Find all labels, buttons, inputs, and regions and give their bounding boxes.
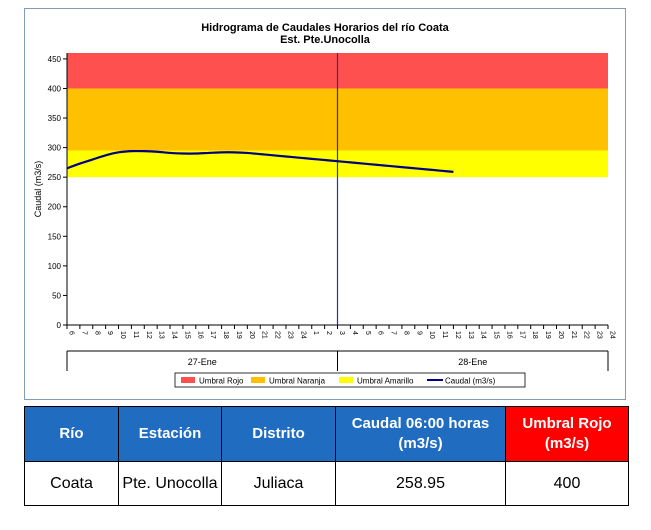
cell-rio: Coata xyxy=(24,461,119,506)
legend-swatch-umbral-rojo xyxy=(181,377,195,383)
x-tick-label: 17 xyxy=(518,331,525,339)
x-tick-label: 21 xyxy=(261,331,268,339)
legend-label-umbral-amarillo: Umbral Amarillo xyxy=(357,377,414,386)
y-tick-label: 0 xyxy=(57,321,62,330)
cell-caudal: 258.95 xyxy=(335,461,506,506)
chart-subtitle: Est. Pte.Unocolla xyxy=(280,34,371,46)
y-tick-label: 400 xyxy=(48,84,62,93)
legend-swatch-umbral-naranja xyxy=(251,377,265,383)
x-tick-label: 18 xyxy=(531,331,538,339)
day-label: 27-Ene xyxy=(188,357,217,367)
legend-label-umbral-rojo: Umbral Rojo xyxy=(199,377,244,386)
x-tick-label: 22 xyxy=(274,331,281,339)
cell-umbral-rojo: 400 xyxy=(505,461,629,506)
x-tick-label: 16 xyxy=(196,331,203,339)
chart-panel: Hidrograma de Caudales Horarios del río … xyxy=(24,8,626,400)
y-tick-label: 200 xyxy=(48,203,62,212)
x-tick-label: 23 xyxy=(286,331,293,339)
x-tick-label: 20 xyxy=(557,331,564,339)
header-umbral-rojo: Umbral Rojo (m3/s) xyxy=(505,406,629,462)
x-tick-label: 16 xyxy=(505,331,512,339)
x-tick-label: 15 xyxy=(183,331,190,339)
x-tick-label: 15 xyxy=(493,331,500,339)
y-tick-label: 350 xyxy=(48,114,62,123)
x-tick-label: 8 xyxy=(93,331,100,335)
x-tick-label: 20 xyxy=(248,331,255,339)
header-distrito: Distrito xyxy=(221,406,336,462)
x-tick-label: 13 xyxy=(158,331,165,339)
x-tick-label: 8 xyxy=(402,331,409,335)
x-tick-label: 7 xyxy=(80,331,87,335)
cell-estacion: Pte. Unocolla xyxy=(118,461,222,506)
x-tick-label: 22 xyxy=(583,331,590,339)
y-tick-label: 50 xyxy=(52,291,61,300)
header-rio: Río xyxy=(24,406,119,462)
x-tick-label: 9 xyxy=(415,331,422,335)
x-tick-label: 5 xyxy=(364,331,371,335)
x-tick-label: 24 xyxy=(299,331,306,339)
legend-label-caudal-m3-s: Caudal (m3/s) xyxy=(445,377,496,386)
x-tick-label: 19 xyxy=(544,331,551,339)
x-tick-label: 6 xyxy=(68,331,75,335)
y-axis-label: Caudal (m3/s) xyxy=(33,161,43,218)
header-caudal: Caudal 06:00 horas (m3/s) xyxy=(335,406,506,462)
y-tick-label: 300 xyxy=(48,144,62,153)
x-tick-label: 12 xyxy=(454,331,461,339)
header-estacion: Estación xyxy=(118,406,222,462)
chart-title: Hidrograma de Caudales Horarios del río … xyxy=(201,22,449,34)
x-tick-label: 23 xyxy=(596,331,603,339)
x-tick-label: 2 xyxy=(325,331,332,335)
x-tick-label: 24 xyxy=(609,331,616,339)
x-tick-label: 19 xyxy=(235,331,242,339)
x-tick-label: 7 xyxy=(390,331,397,335)
day-label: 28-Ene xyxy=(458,357,487,367)
x-tick-label: 1 xyxy=(312,331,319,335)
x-tick-label: 9 xyxy=(106,331,113,335)
table-row: Coata Pte. Unocolla Juliaca 258.95 400 xyxy=(24,461,629,506)
x-tick-label: 3 xyxy=(338,331,345,335)
x-tick-label: 13 xyxy=(467,331,474,339)
y-tick-label: 450 xyxy=(48,55,62,64)
y-tick-label: 150 xyxy=(48,232,62,241)
legend-swatch-umbral-amarillo xyxy=(339,377,353,383)
y-tick-label: 250 xyxy=(48,173,62,182)
x-tick-label: 11 xyxy=(441,331,448,338)
legend-label-umbral-naranja: Umbral Naranja xyxy=(269,377,326,386)
x-tick-label: 6 xyxy=(377,331,384,335)
x-tick-label: 17 xyxy=(209,331,216,339)
x-tick-label: 4 xyxy=(351,331,358,335)
x-tick-label: 11 xyxy=(132,331,139,338)
x-tick-label: 10 xyxy=(428,331,435,339)
table-header-row: Río Estación Distrito Caudal 06:00 horas… xyxy=(24,406,629,462)
series-line-caudal xyxy=(66,149,454,173)
x-tick-label: 12 xyxy=(145,331,152,339)
cell-distrito: Juliaca xyxy=(221,461,336,506)
flow-summary-table: Río Estación Distrito Caudal 06:00 horas… xyxy=(24,406,629,506)
x-tick-label: 18 xyxy=(222,331,229,339)
y-tick-label: 100 xyxy=(48,262,62,271)
x-tick-label: 10 xyxy=(119,331,126,339)
hydrograph-chart: Hidrograma de Caudales Horarios del río … xyxy=(33,22,616,388)
x-tick-label: 14 xyxy=(171,331,178,339)
x-tick-label: 14 xyxy=(480,331,487,339)
x-tick-label: 21 xyxy=(570,331,577,339)
